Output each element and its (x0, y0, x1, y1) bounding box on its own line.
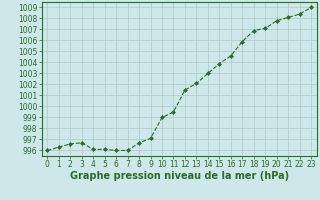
X-axis label: Graphe pression niveau de la mer (hPa): Graphe pression niveau de la mer (hPa) (70, 171, 289, 181)
